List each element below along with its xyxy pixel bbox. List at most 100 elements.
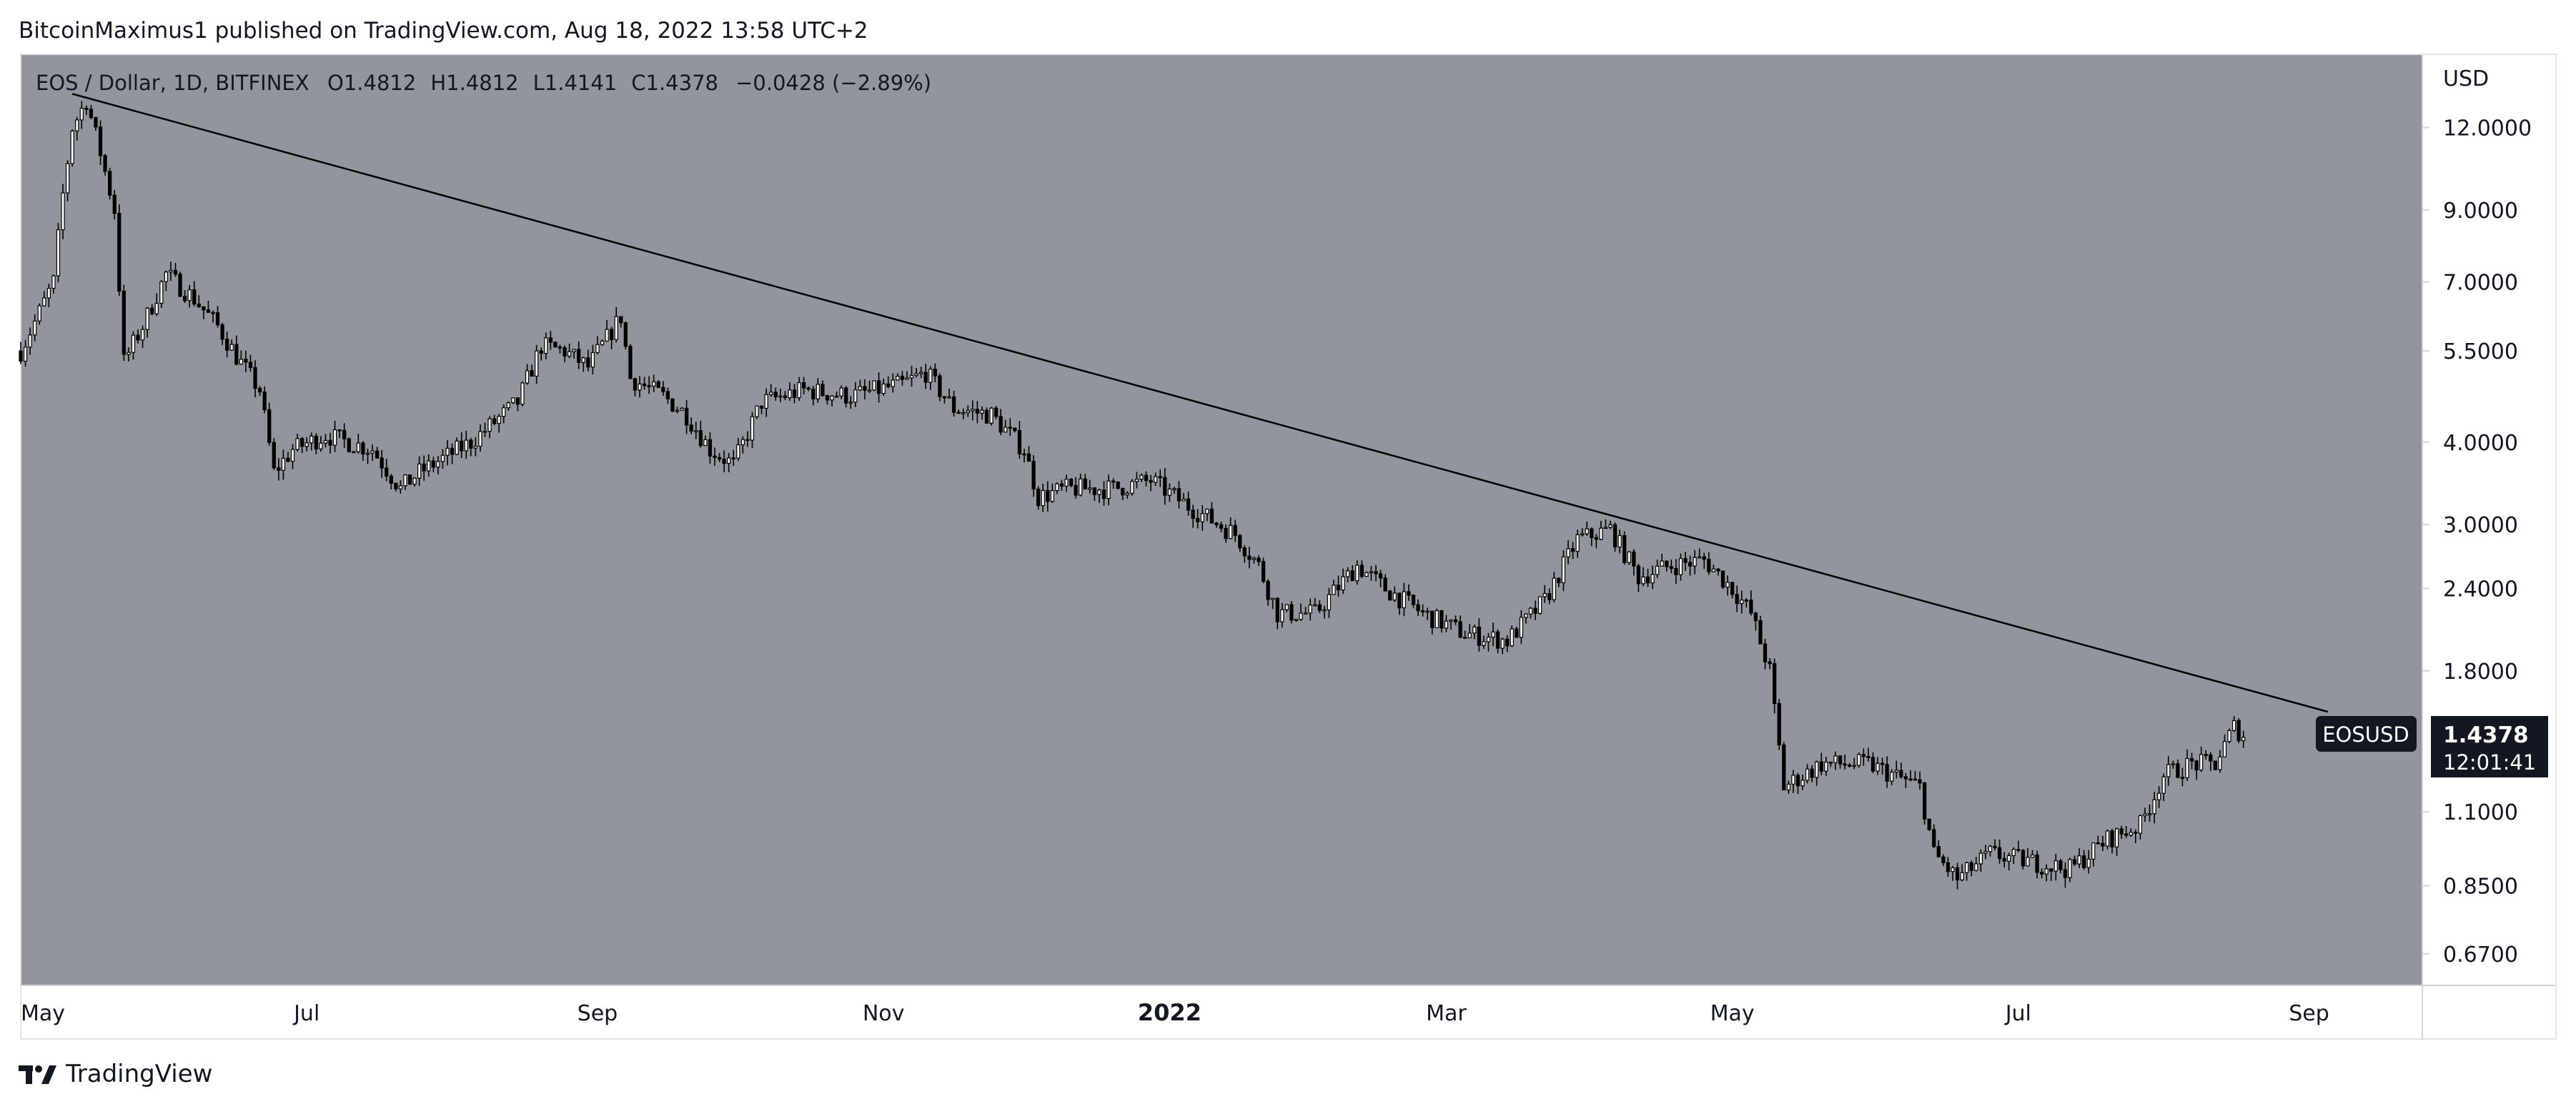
candle <box>445 439 450 466</box>
candle <box>1903 772 1908 788</box>
candle <box>553 341 558 348</box>
candle <box>755 405 759 419</box>
candle <box>2039 868 2044 879</box>
price-tick-label: 1.8000 <box>2443 660 2518 685</box>
candle <box>1200 504 1204 532</box>
candle <box>19 342 23 364</box>
candle <box>192 281 197 307</box>
candle <box>1359 560 1364 579</box>
time-axis-label: Sep <box>578 1001 618 1026</box>
candle <box>905 371 909 380</box>
candle <box>1191 504 1195 528</box>
candle <box>1327 587 1332 619</box>
candle <box>1228 517 1233 539</box>
candle <box>1978 849 1983 872</box>
candle <box>1252 556 1257 564</box>
candle <box>530 364 534 377</box>
candle <box>1130 479 1134 496</box>
candle <box>1922 781 1927 825</box>
candle <box>1711 564 1715 572</box>
price-tag[interactable]: EOSUSD 1.4378 12:01:41 <box>2316 716 2548 777</box>
candle <box>1951 865 1955 881</box>
candle <box>51 274 56 294</box>
candle <box>1974 857 1978 872</box>
candle <box>117 204 122 296</box>
candle <box>680 407 684 411</box>
candle <box>1233 519 1237 542</box>
candle <box>773 387 778 401</box>
candle <box>2114 827 2119 856</box>
candle <box>1154 472 1158 486</box>
candle <box>1650 565 1655 590</box>
candle <box>2166 756 2171 786</box>
time-axis-label: 2022 <box>1138 999 1202 1026</box>
candle <box>281 449 286 480</box>
candle <box>460 432 464 458</box>
candle <box>65 160 70 202</box>
candle <box>1716 568 1720 576</box>
candle <box>225 332 229 358</box>
candle <box>1242 544 1247 563</box>
candle <box>867 380 872 394</box>
legend-high-value: 1.4812 <box>446 71 518 95</box>
candle <box>1815 760 1819 786</box>
candle <box>407 474 412 485</box>
candle <box>511 397 515 404</box>
candle <box>684 399 689 434</box>
candle <box>1346 567 1350 582</box>
candle <box>145 307 149 338</box>
candle <box>56 223 61 283</box>
candle <box>1121 487 1125 501</box>
price-tick-label: 3.0000 <box>2443 513 2518 538</box>
candle <box>1913 770 1918 781</box>
candle <box>1795 772 1800 795</box>
candle <box>567 343 572 359</box>
candle <box>994 406 999 419</box>
candle <box>1350 565 1354 582</box>
tradingview-brand[interactable]: TradingView <box>19 1056 212 1092</box>
candle <box>202 306 206 319</box>
candle <box>2091 842 2096 867</box>
price-scale-background[interactable] <box>2422 54 2556 985</box>
candle <box>497 414 501 433</box>
candle <box>79 101 84 129</box>
candle <box>999 409 1003 435</box>
candle <box>1645 569 1650 587</box>
candle <box>1336 575 1341 597</box>
candle <box>1660 554 1664 567</box>
candle <box>1894 760 1898 779</box>
candle <box>1196 509 1200 529</box>
candle <box>731 449 735 466</box>
candle <box>131 331 136 360</box>
candle <box>197 295 201 308</box>
legend-ohlc: O1.4812 H1.4812 L1.4141 C1.4378 −0.0428 (−2.… <box>327 71 931 95</box>
candle <box>290 444 295 469</box>
candle <box>1946 857 1951 877</box>
candle <box>1580 527 1585 537</box>
candle <box>1833 751 1838 770</box>
candle <box>2105 830 2110 850</box>
candle <box>319 436 323 452</box>
candle <box>1247 546 1252 569</box>
candle <box>548 331 553 350</box>
tradingview-brand-label: TradingView <box>66 1060 213 1088</box>
candle <box>347 437 351 453</box>
candle <box>422 455 426 481</box>
candle <box>427 454 431 477</box>
candle <box>586 349 590 372</box>
candle <box>544 332 548 359</box>
time-axis-label: Sep <box>2289 1001 2329 1026</box>
candle <box>2138 814 2143 840</box>
candle <box>801 377 806 394</box>
candle <box>971 400 975 421</box>
candle <box>164 270 169 292</box>
candle <box>947 388 951 399</box>
candle <box>46 283 51 308</box>
candle <box>1004 419 1008 433</box>
candle <box>1280 602 1284 628</box>
candle <box>2227 728 2231 744</box>
candle <box>1557 577 1561 587</box>
candle <box>234 335 239 366</box>
trendline[interactable] <box>71 93 2329 713</box>
